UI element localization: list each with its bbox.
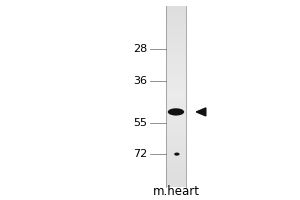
Bar (167, 51, 186, 56)
Bar (167, 164, 186, 169)
Bar (167, 24, 186, 29)
Bar (167, 132, 186, 137)
Bar (167, 74, 186, 79)
Bar (167, 6, 186, 11)
Bar (167, 20, 186, 24)
Bar (167, 141, 186, 146)
Bar (167, 182, 186, 187)
Bar (167, 177, 186, 182)
Bar (167, 146, 186, 151)
Bar (167, 123, 186, 128)
Bar (167, 78, 186, 83)
Bar (167, 128, 186, 133)
Bar (167, 56, 186, 61)
Bar (167, 60, 186, 65)
Bar (167, 33, 186, 38)
Ellipse shape (174, 153, 180, 156)
Text: m.heart: m.heart (152, 185, 200, 198)
Bar (167, 173, 186, 178)
Bar (167, 47, 186, 52)
Bar (167, 155, 186, 160)
Ellipse shape (168, 108, 184, 116)
Bar (167, 15, 186, 20)
Bar (167, 87, 186, 92)
Text: 55: 55 (133, 118, 147, 128)
Text: 72: 72 (133, 149, 147, 159)
Bar (167, 168, 186, 173)
Polygon shape (196, 108, 206, 116)
Bar (167, 65, 186, 70)
Bar (167, 105, 186, 110)
Bar (167, 38, 186, 43)
Bar (167, 96, 186, 101)
Bar (167, 69, 186, 74)
Bar (167, 110, 186, 115)
Bar (167, 101, 186, 106)
Bar (167, 29, 186, 33)
Bar (167, 119, 186, 124)
Bar (167, 11, 186, 15)
Bar (167, 114, 186, 119)
Text: 28: 28 (133, 44, 147, 54)
Bar (167, 92, 186, 97)
Bar (167, 137, 186, 142)
Bar (167, 159, 186, 164)
Bar (167, 42, 186, 47)
Bar (167, 150, 186, 155)
Bar (167, 83, 186, 88)
Text: 36: 36 (133, 76, 147, 86)
